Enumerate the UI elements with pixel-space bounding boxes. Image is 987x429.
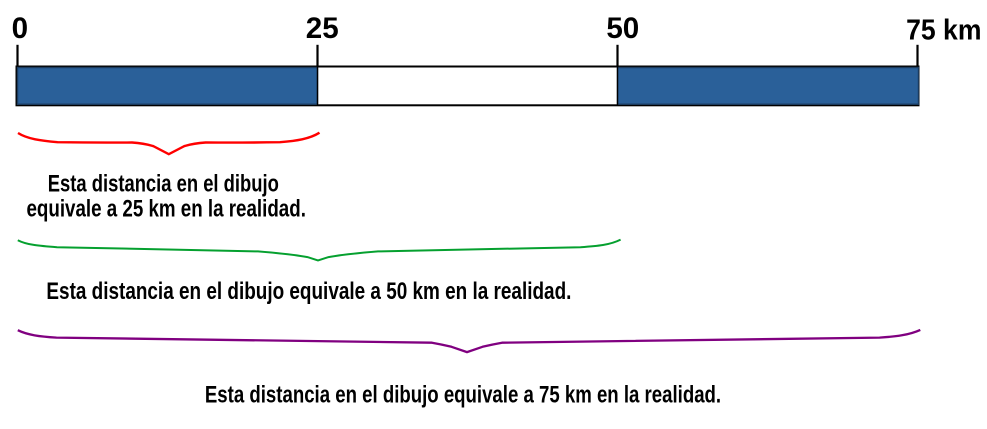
svg-text:Esta distancia en el dibujo: Esta distancia en el dibujo (48, 170, 279, 197)
svg-text:0: 0 (12, 12, 28, 45)
svg-text:75 km: 75 km (906, 13, 981, 45)
svg-text:equivale a 25 km en la realida: equivale a 25 km en la realidad. (26, 195, 305, 222)
svg-text:25: 25 (306, 12, 339, 45)
svg-text:50: 50 (606, 12, 639, 45)
svg-text:Esta distancia en el dibujo eq: Esta distancia en el dibujo equivale a 5… (46, 277, 571, 305)
svg-text:Esta distancia en el dibujo eq: Esta distancia en el dibujo equivale a 7… (205, 381, 721, 408)
